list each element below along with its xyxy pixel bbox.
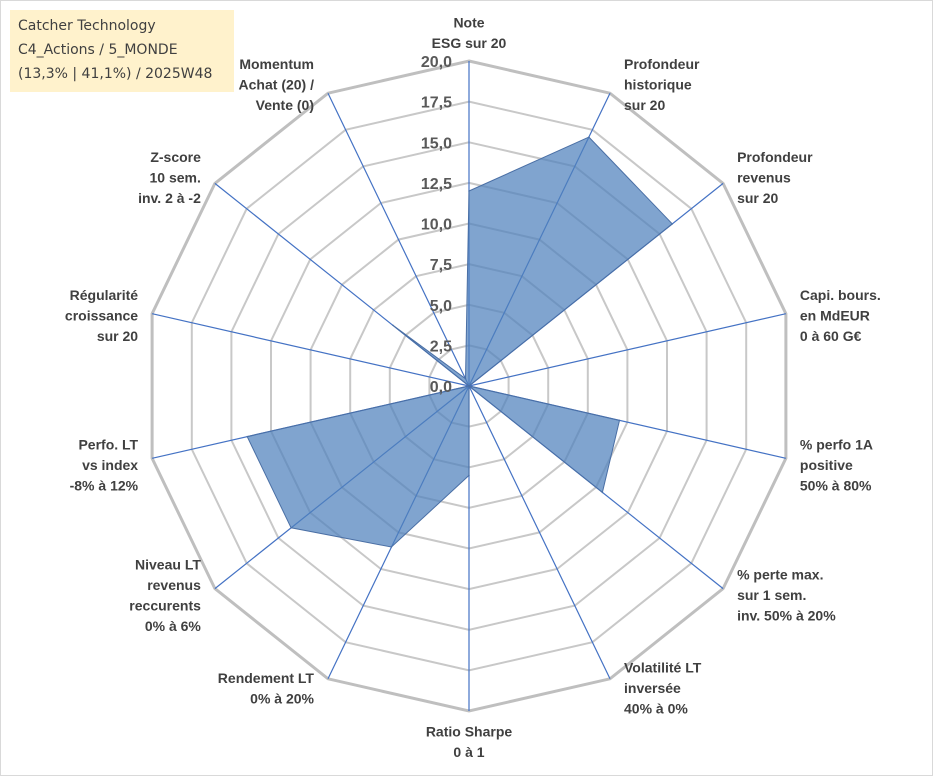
axis-label-6: Volatilité LT inversée 40% à 0% [624, 660, 702, 717]
axis-label-0-line-1: ESG sur 20 [432, 35, 507, 51]
axis-label-8: Rendement LT 0% à 20% [218, 670, 315, 707]
axis-label-7: Ratio Sharpe 0 à 1 [426, 724, 513, 761]
axis-label-8-line-1: 0% à 20% [250, 690, 314, 706]
data-point-0 [468, 190, 470, 192]
axis-label-2-line-2: sur 20 [737, 190, 778, 206]
axis-label-11: Régularité croissance sur 20 [65, 287, 138, 344]
axis-label-2-line-0: Profondeur [737, 149, 813, 165]
axis-label-1-line-2: sur 20 [624, 97, 665, 113]
series-area-0 [246, 136, 674, 548]
axis-label-11-line-1: croissance [65, 308, 138, 324]
axis-label-13-line-0: Momentum [239, 56, 314, 72]
axis-label-3-line-0: Capi. bours. [800, 287, 881, 303]
axis-label-7-line-1: 0 à 1 [453, 744, 484, 760]
axis-label-6-line-0: Volatilité LT [624, 660, 702, 676]
data-point-1 [588, 136, 590, 138]
axis-label-3-line-1: en MdEUR [800, 308, 870, 324]
r-tick-label-8: 20,0 [421, 54, 452, 71]
data-point-4 [618, 419, 621, 422]
axis-label-3: Capi. bours. en MdEUR 0 à 60 G€ [800, 287, 881, 344]
r-tick-label-4: 10,0 [421, 217, 452, 234]
axis-label-12: Z-score 10 sem. inv. 2 à -2 [138, 149, 201, 206]
r-tick-label-1: 2,5 [430, 338, 452, 355]
data-point-9 [290, 527, 292, 529]
data-point-7 [468, 474, 470, 477]
axis-label-6-line-1: inversée [624, 680, 681, 696]
data-point-10 [246, 435, 248, 438]
info-line-company: Catcher Technology [18, 18, 156, 34]
spoke-3 [468, 313, 787, 387]
axis-label-11-line-2: sur 20 [97, 328, 138, 344]
axis-label-13-line-2: Vente (0) [256, 97, 314, 113]
axis-label-1: Profondeur historique sur 20 [624, 56, 700, 113]
axis-label-8-line-0: Rendement LT [218, 670, 315, 686]
axis-label-7-line-0: Ratio Sharpe [426, 724, 513, 740]
axis-label-6-line-2: 40% à 0% [624, 701, 688, 717]
data-point-2 [671, 223, 674, 225]
spoke-11 [151, 313, 470, 387]
axis-label-1-line-1: historique [624, 76, 692, 92]
axis-label-13: Momentum Achat (20) / Vente (0) [239, 56, 315, 113]
data-point-5 [601, 491, 604, 494]
axis-label-13-line-1: Achat (20) / [239, 76, 315, 92]
axis-label-12-line-1: 10 sem. [150, 169, 201, 185]
axis-label-4-line-2: 50% à 80% [800, 477, 872, 493]
axis-label-0-line-0: Note [453, 15, 484, 31]
axis-label-0: Note ESG sur 20 [432, 15, 507, 52]
axis-label-11-line-0: Régularité [70, 287, 139, 303]
axis-label-1-line-0: Profondeur [624, 56, 700, 72]
axis-label-4-line-0: % perfo 1A [800, 436, 873, 452]
r-tick-label-6: 15,0 [421, 135, 452, 152]
r-tick-label-2: 5,0 [430, 298, 452, 315]
axis-label-10-line-2: -8% à 12% [70, 477, 139, 493]
data-point-12 [392, 324, 394, 327]
axis-label-4-line-1: positive [800, 457, 853, 473]
axis-label-9: Niveau LT revenus reccurents 0% à 6% [129, 556, 201, 634]
axis-label-9-line-0: Niveau LT [135, 556, 201, 572]
axis-label-12-line-2: inv. 2 à -2 [138, 190, 201, 206]
axis-label-3-line-2: 0 à 60 G€ [800, 328, 862, 344]
axis-label-5-line-0: % perte max. [737, 567, 823, 583]
axis-label-5: % perte max. sur 1 sem. inv. 50% à 20% [737, 567, 836, 624]
r-tick-label-5: 12,5 [421, 176, 452, 193]
r-tick-label-3: 7,5 [430, 257, 452, 274]
series-layer [246, 136, 674, 548]
axis-label-4: % perfo 1A positive 50% à 80% [800, 436, 873, 493]
r-tick-label-0: 0,0 [430, 379, 452, 396]
axis-label-10-line-0: Perfo. LT [78, 436, 138, 452]
axis-label-2-line-1: revenus [737, 169, 791, 185]
label-layer: Note ESG sur 20 Profondeur historique sur 20… [65, 15, 881, 761]
info-line-stats: (13,3% | 41,1%) / 2025W48 [18, 66, 213, 82]
data-point-11 [468, 385, 470, 387]
tick-layer: 0,0 2,5 5,0 7,5 10,0 12,5 15,0 17,5 20,0 [421, 54, 452, 396]
axis-label-5-line-1: sur 1 sem. [737, 587, 806, 603]
spoke-13 [327, 92, 470, 387]
r-tick-label-7: 17,5 [421, 95, 452, 112]
axis-label-9-line-1: revenus [147, 577, 201, 593]
axis-label-10-line-1: vs index [82, 457, 138, 473]
axis-label-9-line-3: 0% à 6% [145, 618, 202, 634]
axis-label-10: Perfo. LT vs index -8% à 12% [70, 436, 139, 493]
info-box: Catcher Technology C4_Actions / 5_MONDE … [10, 10, 234, 92]
data-point-8 [390, 546, 393, 548]
axis-label-2: Profondeur revenus sur 20 [737, 149, 813, 206]
data-point-13 [464, 377, 467, 380]
info-line-portfolio: C4_Actions / 5_MONDE [18, 42, 178, 58]
axis-label-9-line-2: reccurents [129, 597, 201, 613]
axis-label-12-line-0: Z-score [150, 149, 201, 165]
spoke-6 [468, 385, 611, 680]
axis-label-5-line-2: inv. 50% à 20% [737, 608, 836, 624]
